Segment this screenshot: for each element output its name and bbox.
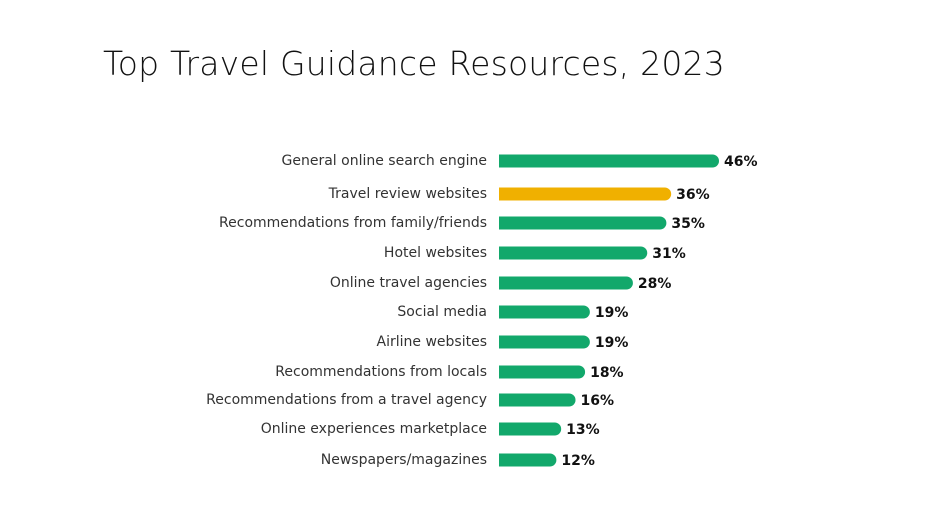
value-label: 35%	[671, 216, 705, 232]
value-label: 16%	[581, 393, 615, 409]
bar	[499, 216, 667, 230]
value-label: 28%	[638, 276, 672, 292]
value-label: 19%	[595, 305, 629, 321]
bar	[499, 453, 557, 467]
value-label: 46%	[724, 154, 758, 170]
value-label: 31%	[652, 246, 686, 262]
bar	[499, 305, 590, 319]
value-label: 19%	[595, 335, 629, 351]
category-label: Recommendations from locals	[275, 364, 487, 380]
value-labels: 46% 36% 35% 31% 28% 19% 19% 18% 16% 13% 12%	[561, 154, 757, 469]
category-label: Hotel websites	[384, 245, 487, 261]
category-label: General online search engine	[282, 153, 487, 169]
bar	[499, 276, 633, 290]
value-label: 18%	[590, 365, 624, 381]
value-label: 13%	[566, 422, 600, 438]
category-label: Airline websites	[377, 334, 487, 350]
category-label: Online travel agencies	[330, 275, 487, 291]
value-label: 12%	[561, 453, 595, 469]
bar	[499, 246, 648, 260]
bar	[499, 335, 590, 349]
bars	[499, 154, 719, 467]
bar	[499, 187, 672, 201]
category-label: Recommendations from a travel agency	[206, 392, 487, 408]
category-label: Newspapers/magazines	[321, 452, 487, 468]
category-label: Recommendations from family/friends	[219, 215, 487, 231]
value-label: 36%	[676, 187, 710, 203]
chart-title: Top Travel Guidance Resources, 2023	[103, 44, 725, 83]
bar	[499, 422, 562, 436]
bar	[499, 365, 586, 379]
category-label: Online experiences marketplace	[261, 421, 487, 437]
category-label: Travel review websites	[328, 186, 487, 202]
bar	[499, 154, 719, 168]
bar	[499, 393, 576, 407]
category-labels: General online search engine Travel revie…	[206, 153, 487, 468]
category-label: Social media	[397, 304, 487, 320]
